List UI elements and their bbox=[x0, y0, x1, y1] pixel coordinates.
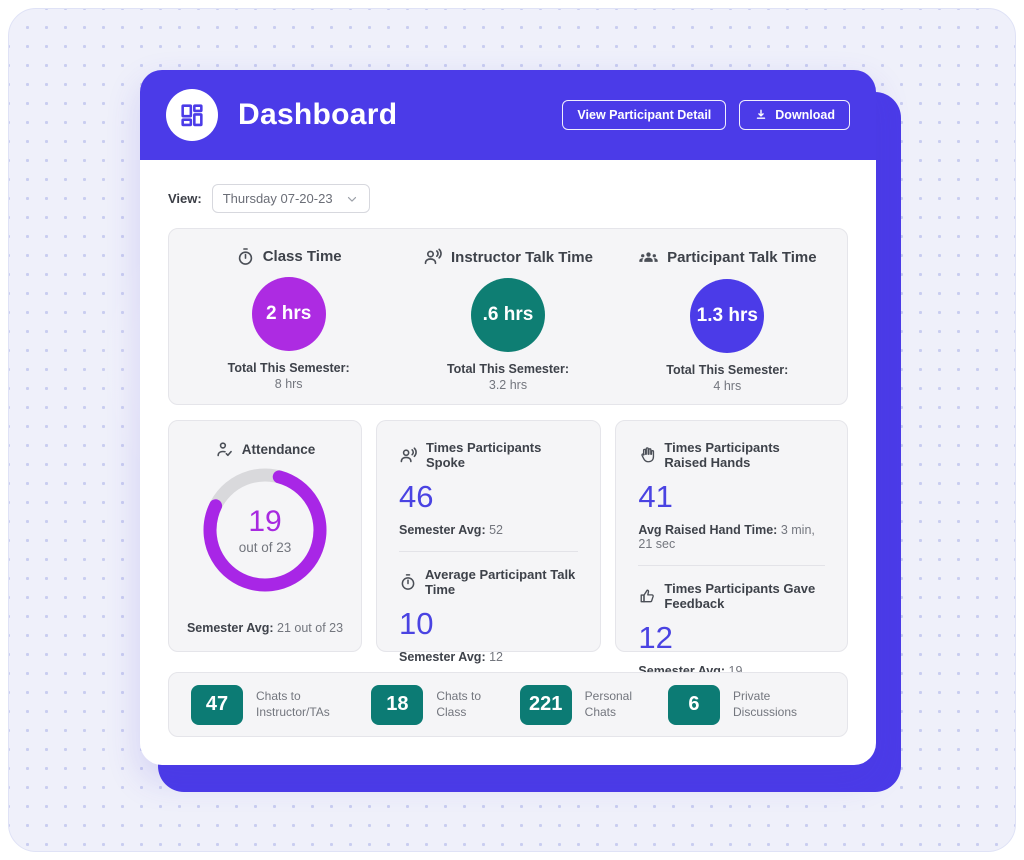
thumbs-up-icon bbox=[638, 587, 656, 605]
chats-to-class-label: Chats to Class bbox=[436, 688, 482, 719]
feedback-value: 12 bbox=[638, 620, 673, 655]
chevron-down-icon bbox=[345, 192, 359, 206]
times-spoke-avg-label: Semester Avg: bbox=[399, 523, 486, 537]
instructor-talk-total-value: 3.2 hrs bbox=[488, 378, 528, 392]
times-spoke-avg: Semester Avg: 52 bbox=[399, 523, 578, 537]
instructor-talk-total-label: Total This Semester: bbox=[446, 362, 569, 376]
participant-talk-metric: Participant Talk Time 1.3 hrs Total This… bbox=[618, 247, 837, 404]
raised-hands-avg-value: 3 min, 21 sec bbox=[638, 523, 815, 551]
view-date-selected-value: Thursday 07-20-23 bbox=[222, 191, 333, 206]
dashboard-header: Dashboard View Participant Detail Downlo… bbox=[140, 70, 876, 160]
participant-talk-value: 1.3 hrs bbox=[696, 305, 758, 326]
participant-talk-total-label: Total This Semester: bbox=[666, 363, 789, 377]
download-button[interactable]: Download bbox=[739, 100, 850, 130]
voice-icon bbox=[399, 446, 418, 465]
attendance-avg-label: Semester Avg: bbox=[186, 621, 274, 635]
feedback-title: Times Participants Gave Feedback bbox=[664, 581, 816, 611]
instructor-talk-value: .6 hrs bbox=[482, 304, 534, 325]
attendance-donut: 19 out of 23 bbox=[202, 467, 328, 593]
times-spoke-avg-value: 52 bbox=[489, 523, 503, 537]
personal-chats-label: Personal Chats bbox=[584, 688, 633, 719]
chats-to-class-stat: 18 Chats to Class bbox=[371, 684, 496, 725]
chats-to-instructor-stat: 47 Chats to Instructor/TAs bbox=[191, 684, 348, 725]
divider bbox=[638, 565, 825, 566]
avg-talk-time-title: Average Participant Talk Time bbox=[425, 567, 576, 597]
class-time-title: Class Time bbox=[262, 248, 342, 265]
view-date-select[interactable]: Thursday 07-20-23 bbox=[211, 184, 370, 213]
chat-stats-panel: 47 Chats to Instructor/TAs 18 Chats to C… bbox=[168, 672, 848, 737]
attendance-avg-value: 21 out of 23 bbox=[277, 621, 344, 635]
class-time-value: 2 hrs bbox=[265, 303, 312, 324]
raised-hands-avg-label: Avg Raised Hand Time: bbox=[638, 523, 778, 537]
avg-talk-time-value: 10 bbox=[399, 606, 434, 641]
view-participant-detail-label: View Participant Detail bbox=[577, 108, 712, 122]
app-logo bbox=[166, 89, 218, 141]
private-discussions-count: 6 bbox=[667, 684, 720, 725]
raised-hand-icon bbox=[638, 446, 656, 464]
timer-icon bbox=[399, 573, 417, 591]
class-time-total-label: Total This Semester: bbox=[227, 361, 350, 375]
instructor-talk-title: Instructor Talk Time bbox=[451, 248, 593, 266]
chats-to-instructor-label: Chats to Instructor/TAs bbox=[256, 688, 330, 719]
class-time-circle: 2 hrs bbox=[251, 277, 326, 351]
download-icon bbox=[754, 108, 768, 122]
participation-card-left: Times Participants Spoke 46 Semester Avg… bbox=[376, 420, 602, 664]
avg-talk-time-avg: Semester Avg: 12 bbox=[399, 650, 578, 664]
times-spoke-value: 46 bbox=[399, 479, 434, 514]
personal-chats-count: 221 bbox=[519, 684, 572, 725]
view-label: View: bbox=[168, 191, 202, 206]
attendance-present-count: 19 bbox=[248, 505, 282, 538]
raised-hands-avg: Avg Raised Hand Time: 3 min, 21 sec bbox=[638, 523, 825, 551]
participation-card-right: Times Participants Raised Hands 41 Avg R… bbox=[615, 420, 848, 678]
private-discussions-stat: 6 Private Discussions bbox=[667, 684, 825, 725]
view-bar: View: Thursday 07-20-23 bbox=[168, 184, 848, 213]
personal-chats-stat: 221 Personal Chats bbox=[519, 684, 645, 725]
attendance-of-total: out of 23 bbox=[238, 540, 292, 555]
divider bbox=[399, 551, 579, 552]
timer-icon bbox=[236, 247, 255, 266]
times-spoke-title: Times Participants Spoke bbox=[426, 440, 542, 470]
instructor-talk-circle: .6 hrs bbox=[470, 278, 545, 352]
person-check-icon bbox=[215, 440, 234, 459]
attendance-title: Attendance bbox=[241, 442, 316, 457]
attendance-semester-avg: Semester Avg: 21 out of 23 bbox=[187, 621, 343, 635]
class-time-metric: Class Time 2 hrs Total This Semester: 8 … bbox=[179, 247, 398, 404]
class-time-total-value: 8 hrs bbox=[274, 377, 303, 391]
raised-hands-title: Times Participants Raised Hands bbox=[664, 440, 780, 470]
page-title: Dashboard bbox=[238, 98, 398, 131]
attendance-card: Attendance 19 out of 23 Semester Avg: 21… bbox=[168, 420, 362, 652]
avg-talk-time-avg-value: 12 bbox=[489, 650, 503, 664]
avg-talk-time-avg-label: Semester Avg: bbox=[399, 650, 486, 664]
participant-talk-title: Participant Talk Time bbox=[667, 249, 817, 266]
instructor-talk-metric: Instructor Talk Time .6 hrs Total This S… bbox=[398, 247, 617, 404]
attendance-ring-value bbox=[203, 468, 327, 592]
raised-hands-value: 41 bbox=[638, 479, 673, 514]
talk-time-panel: Class Time 2 hrs Total This Semester: 8 … bbox=[168, 228, 848, 405]
private-discussions-label: Private Discussions bbox=[732, 688, 798, 719]
group-icon bbox=[638, 247, 659, 268]
view-participant-detail-button[interactable]: View Participant Detail bbox=[562, 100, 727, 130]
participant-talk-total-value: 4 hrs bbox=[713, 379, 742, 393]
header-actions: View Participant Detail Download bbox=[562, 100, 850, 130]
chats-to-class-count: 18 bbox=[371, 684, 424, 725]
chats-to-instructor-count: 47 bbox=[191, 684, 243, 725]
dashboard-card: Dashboard View Participant Detail Downlo… bbox=[140, 70, 876, 765]
participant-talk-circle: 1.3 hrs bbox=[690, 279, 765, 353]
dashboard-logo-icon bbox=[178, 101, 206, 129]
voice-icon bbox=[423, 247, 443, 267]
download-label: Download bbox=[775, 108, 835, 122]
